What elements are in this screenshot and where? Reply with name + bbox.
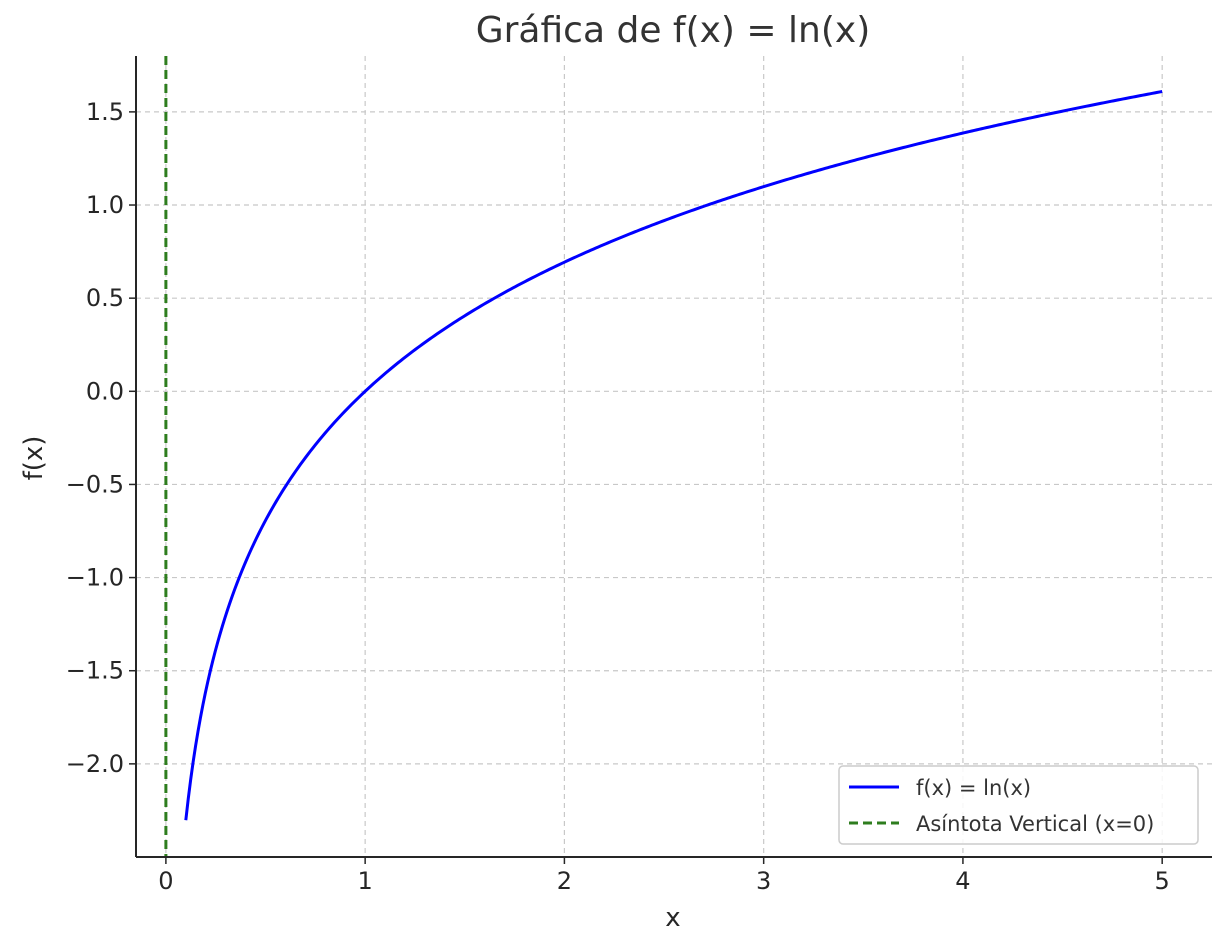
ln-curve [184,90,1163,821]
x-tick-label-4: 4 [955,867,970,895]
x-tick-label-5: 5 [1155,867,1170,895]
grid-lines [136,56,1212,857]
y-tick-label-1: −1.5 [66,657,124,685]
y-tick-label-2: −1.0 [66,564,124,592]
x-axis-label: x [665,903,680,933]
x-tick-label-3: 3 [756,867,771,895]
axes [135,56,1212,858]
y-tick-label-4: 0.0 [86,377,124,405]
legend-label-ln: f(x) = ln(x) [916,776,1031,800]
x-tick-label-1: 1 [358,867,373,895]
y-axis-label: f(x) [19,436,49,481]
chart-title: Gráfica de f(x) = ln(x) [476,10,871,51]
plot-area [164,56,1163,857]
x-tick-label-0: 0 [158,867,173,895]
y-tick-label-7: 1.5 [86,98,124,126]
y-tick-label-3: −0.5 [66,470,124,498]
y-tick-label-5: 0.5 [86,284,124,312]
y-tick-label-0: −2.0 [66,750,124,778]
legend: f(x) = ln(x) Asíntota Vertical (x=0) [838,765,1199,845]
x-tick-label-2: 2 [557,867,572,895]
legend-box [838,765,1199,845]
ticks: 0 1 2 3 4 5 −2.0 −1.5 −1.0 −0.5 0.0 0.5 1.0 1.5 [66,98,1170,895]
y-tick-label-6: 1.0 [86,191,124,219]
legend-label-asymptote: Asíntota Vertical (x=0) [916,812,1154,836]
